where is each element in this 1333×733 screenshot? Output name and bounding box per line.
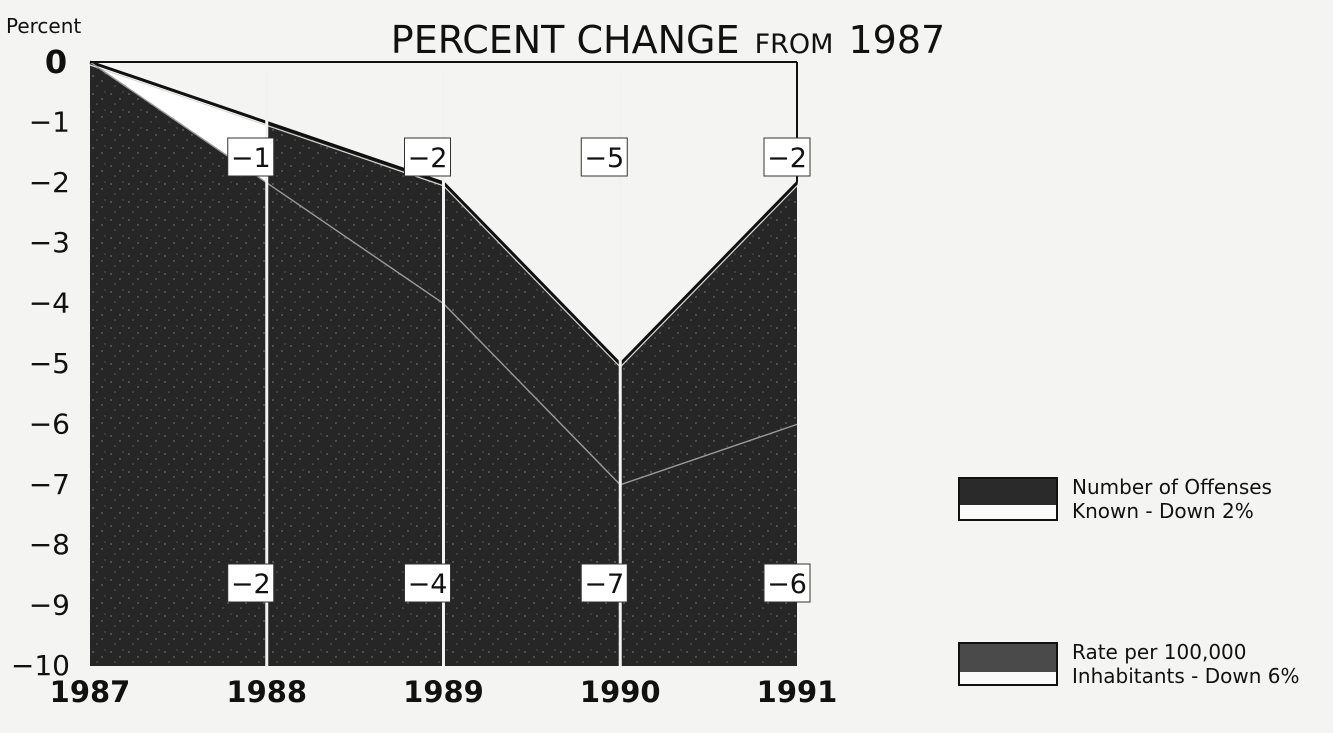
y-tick-label: −9 bbox=[29, 589, 70, 622]
x-tick-label: 1989 bbox=[403, 675, 484, 709]
x-tick-label: 1988 bbox=[226, 675, 307, 709]
data-label-rate-box bbox=[227, 563, 275, 603]
y-tick-label: −7 bbox=[29, 468, 70, 501]
data-label-offenses: −2 bbox=[763, 137, 811, 177]
y-tick-label: −2 bbox=[29, 166, 70, 199]
data-label-offenses-box bbox=[580, 137, 628, 177]
title-year: 1987 bbox=[849, 18, 946, 62]
data-label-rate-text: −6 bbox=[767, 569, 807, 600]
y-tick-label: 0 bbox=[45, 43, 67, 81]
data-label-offenses-box bbox=[227, 137, 275, 177]
legend-swatch-rate bbox=[958, 642, 1058, 686]
legend-swatch-offenses bbox=[958, 477, 1058, 521]
y-tick-label: −6 bbox=[29, 407, 70, 440]
data-label-rate: −2 bbox=[227, 563, 275, 603]
y-tick-label: −4 bbox=[29, 287, 70, 320]
data-label-offenses-box bbox=[763, 137, 811, 177]
data-label-rate-text: −7 bbox=[584, 569, 624, 600]
legend-rate-line1: Rate per 100,000 bbox=[1072, 640, 1247, 664]
title-small: FROM bbox=[755, 29, 834, 60]
data-label-offenses: −1 bbox=[227, 137, 275, 177]
data-label-rate: −7 bbox=[580, 563, 628, 603]
data-label-rate: −6 bbox=[763, 563, 811, 603]
y-tick-label: −10 bbox=[11, 649, 70, 682]
data-label-rate-text: −2 bbox=[231, 569, 271, 600]
chart-title: PERCENT CHANGE FROM 1987 bbox=[391, 18, 945, 62]
data-label-rate-box bbox=[404, 563, 451, 603]
data-label-rate-box bbox=[580, 563, 628, 603]
y-tick-label: −1 bbox=[29, 105, 70, 138]
legend-rate: Rate per 100,000 Inhabitants - Down 6% bbox=[958, 640, 1299, 688]
data-label-rate-box bbox=[763, 563, 811, 603]
legend-offenses-line1: Number of Offenses bbox=[1072, 475, 1272, 499]
y-axis-label: Percent bbox=[6, 14, 81, 38]
legend-offenses: Number of Offenses Known - Down 2% bbox=[958, 475, 1272, 523]
data-label-offenses-text: −5 bbox=[584, 143, 624, 174]
data-label-offenses-text: −1 bbox=[231, 143, 271, 174]
data-label-rate: −4 bbox=[404, 563, 451, 603]
data-label-offenses-text: −2 bbox=[767, 143, 807, 174]
data-label-offenses-box bbox=[404, 137, 451, 177]
x-tick-label: 1990 bbox=[580, 675, 661, 709]
y-tick-label: −3 bbox=[29, 226, 70, 259]
data-label-offenses: −2 bbox=[404, 137, 451, 177]
x-tick-label: 1991 bbox=[757, 675, 838, 709]
y-tick-label: −8 bbox=[29, 528, 70, 561]
title-main: PERCENT CHANGE bbox=[391, 18, 740, 62]
data-label-offenses-text: −2 bbox=[408, 143, 448, 174]
data-label-offenses: −5 bbox=[580, 137, 628, 177]
y-tick-label: −5 bbox=[29, 347, 70, 380]
legend-rate-line2: Inhabitants - Down 6% bbox=[1072, 664, 1300, 688]
data-label-rate-text: −4 bbox=[408, 569, 448, 600]
legend-offenses-line2: Known - Down 2% bbox=[1072, 499, 1254, 523]
x-tick-label: 1987 bbox=[50, 675, 131, 709]
